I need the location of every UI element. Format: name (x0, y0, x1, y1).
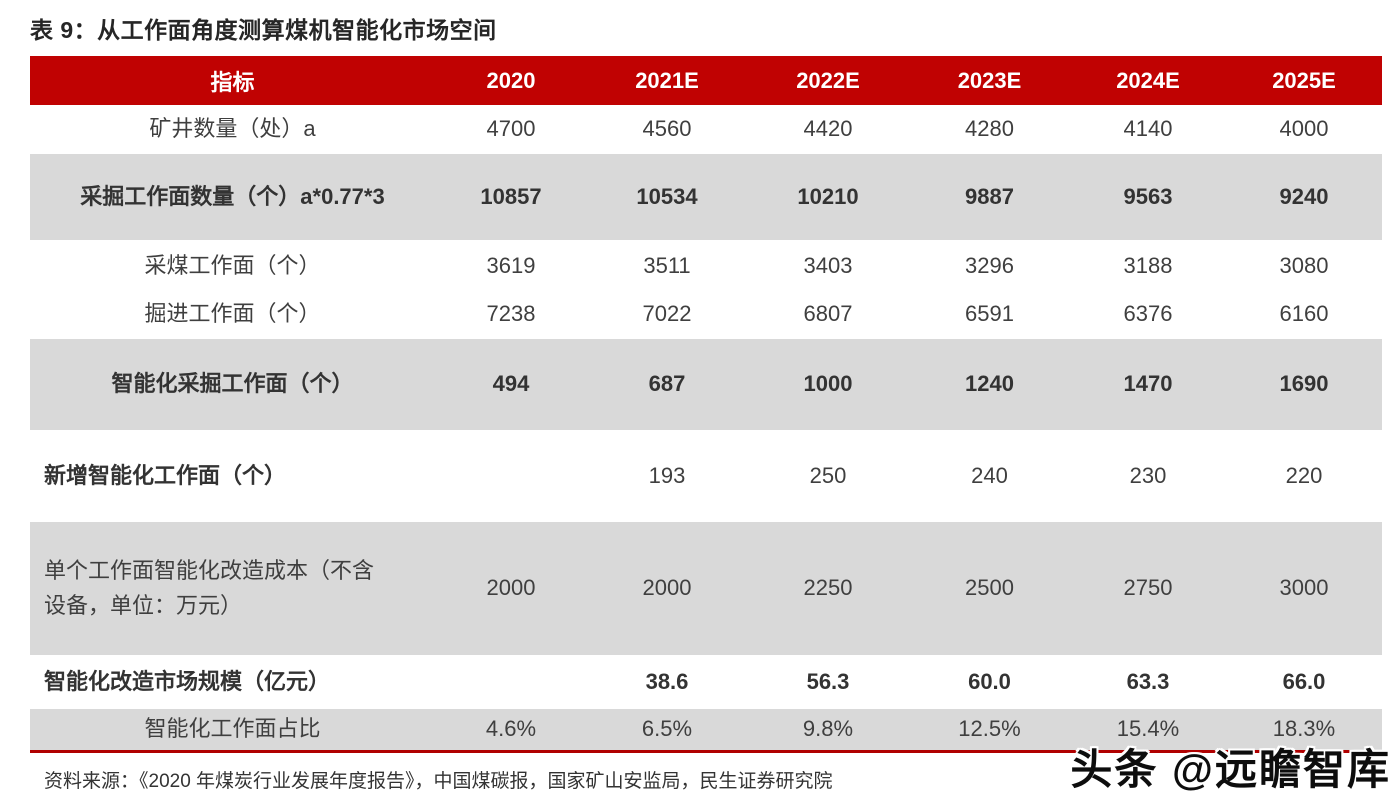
cell-value: 1240 (965, 371, 1014, 397)
row-label: 采掘工作面数量（个）a*0.77*3 (80, 183, 385, 209)
cell-value: 12.5% (958, 716, 1021, 742)
cell-value: 9563 (1123, 183, 1173, 209)
table-title: 表 9：从工作面角度测算煤机智能化市场空间 (30, 17, 497, 43)
cell-value: 6160 (1279, 301, 1329, 327)
row-label: 单个工作面智能化改造成本（不含设备，单位：万元） (44, 558, 375, 618)
cell-value: 193 (648, 462, 686, 488)
cell-value: 4700 (486, 116, 536, 142)
cell-value: 2000 (642, 575, 692, 601)
table-row: 采煤工作面（个） 3619 3511 3403 3296 3188 3080 (30, 241, 1382, 291)
cell-value: 60.0 (968, 668, 1011, 694)
cell-value: 3511 (643, 252, 691, 278)
cell-value: 2750 (1123, 575, 1173, 601)
cell-value: 3619 (486, 252, 536, 278)
source-note: 资料来源：《2020 年煤炭行业发展年度报告》，中国煤碳报，国家矿山安监局，民生… (44, 770, 833, 792)
cell-value: 4140 (1123, 116, 1173, 142)
watermark: 头条 @远瞻智库 (1070, 746, 1391, 793)
table-row: 掘进工作面（个） 7238 7022 6807 6591 6376 6160 (30, 291, 1382, 338)
cell-value: 4280 (965, 116, 1014, 142)
cell-value: 220 (1285, 462, 1323, 488)
table-row: 采掘工作面数量（个）a*0.77*3 10857 10534 10210 9887 956… (30, 153, 1382, 241)
row-label: 智能化改造市场规模（亿元） (44, 668, 331, 694)
cell-value: 56.3 (806, 668, 850, 694)
cell-value: 2500 (965, 575, 1014, 601)
table-row: 智能化改造市场规模（亿元） 38.6 56.3 60.0 63.3 66.0 (30, 656, 1382, 708)
cell-value: 240 (971, 462, 1008, 488)
table-body: 矿井数量（处）a 4700 4560 4420 4280 4140 4000 采掘工作面数量（… (30, 106, 1382, 751)
table-row: 智能化采掘工作面（个） 494 687 1000 1240 1470 1690 (30, 338, 1382, 431)
cell-value: 4000 (1279, 116, 1329, 142)
cell-value: 6591 (965, 301, 1014, 327)
row-label: 智能化采掘工作面（个） (111, 371, 354, 397)
cell-value: 3080 (1279, 252, 1329, 278)
cell-value: 38.6 (645, 668, 689, 694)
cell-value: 10857 (480, 183, 542, 209)
table-row: 新增智能化工作面（个） 193 250 240 230 220 (30, 431, 1382, 521)
cell-value: 3403 (803, 252, 853, 278)
cell-value: 9240 (1279, 183, 1329, 209)
cell-value: 7022 (642, 301, 692, 327)
cell-value: 687 (648, 371, 686, 397)
cell-value: 66.0 (1282, 668, 1326, 694)
cell-value: 2250 (803, 575, 853, 601)
column-header-2024e: 2024E (1070, 56, 1226, 106)
column-header-2023e: 2023E (909, 56, 1070, 106)
cell-value: 4420 (803, 116, 853, 142)
row-label: 智能化工作面占比 (144, 716, 321, 742)
column-header-2022e: 2022E (747, 56, 909, 106)
cell-value: 4.6% (485, 716, 537, 742)
row-label: 新增智能化工作面（个） (44, 462, 287, 488)
cell-value: 15.4% (1116, 716, 1180, 742)
cell-value (435, 431, 587, 521)
cell-value: 6807 (803, 301, 853, 327)
cell-value: 18.3% (1272, 716, 1336, 742)
cell-value: 3188 (1123, 252, 1173, 278)
cell-value: 494 (492, 371, 530, 397)
row-label: 掘进工作面（个） (144, 301, 321, 327)
market-size-table: 指标 2020 2021E 2022E 2023E 2024E 2025E 矿井… (30, 56, 1382, 753)
cell-value: 9.8% (802, 716, 854, 742)
cell-value: 1470 (1123, 371, 1173, 397)
column-header-2020: 2020 (435, 56, 587, 106)
cell-value: 1000 (803, 371, 853, 397)
table-row: 单个工作面智能化改造成本（不含设备，单位：万元） 2000 2000 2250 2500… (30, 521, 1382, 656)
table-row: 智能化工作面占比 4.6% 6.5% 9.8% 12.5% 15.4% 18.3% (30, 708, 1382, 751)
cell-value: 3000 (1279, 575, 1329, 601)
column-header-2021e: 2021E (587, 56, 747, 106)
cell-value: 6376 (1123, 301, 1173, 327)
row-label: 矿井数量（处）a (149, 116, 316, 142)
cell-value: 2000 (486, 575, 536, 601)
cell-value: 6.5% (641, 716, 693, 742)
cell-value: 10534 (636, 183, 698, 209)
table-row: 矿井数量（处）a 4700 4560 4420 4280 4140 4000 (30, 106, 1382, 153)
cell-value: 250 (809, 462, 847, 488)
cell-value: 1690 (1279, 371, 1329, 397)
table-header-row: 指标 2020 2021E 2022E 2023E 2024E 2025E (30, 56, 1382, 106)
row-label: 采煤工作面（个） (144, 252, 321, 278)
cell-value: 230 (1129, 462, 1167, 488)
cell-value: 3296 (965, 252, 1014, 278)
cell-value: 7238 (486, 301, 536, 327)
cell-value (435, 656, 587, 708)
cell-value: 4560 (642, 116, 692, 142)
cell-value: 9887 (965, 183, 1014, 209)
column-header-indicator: 指标 (30, 56, 435, 106)
cell-value: 63.3 (1126, 668, 1170, 694)
cell-value: 10210 (797, 183, 859, 209)
column-header-2025e: 2025E (1226, 56, 1382, 106)
